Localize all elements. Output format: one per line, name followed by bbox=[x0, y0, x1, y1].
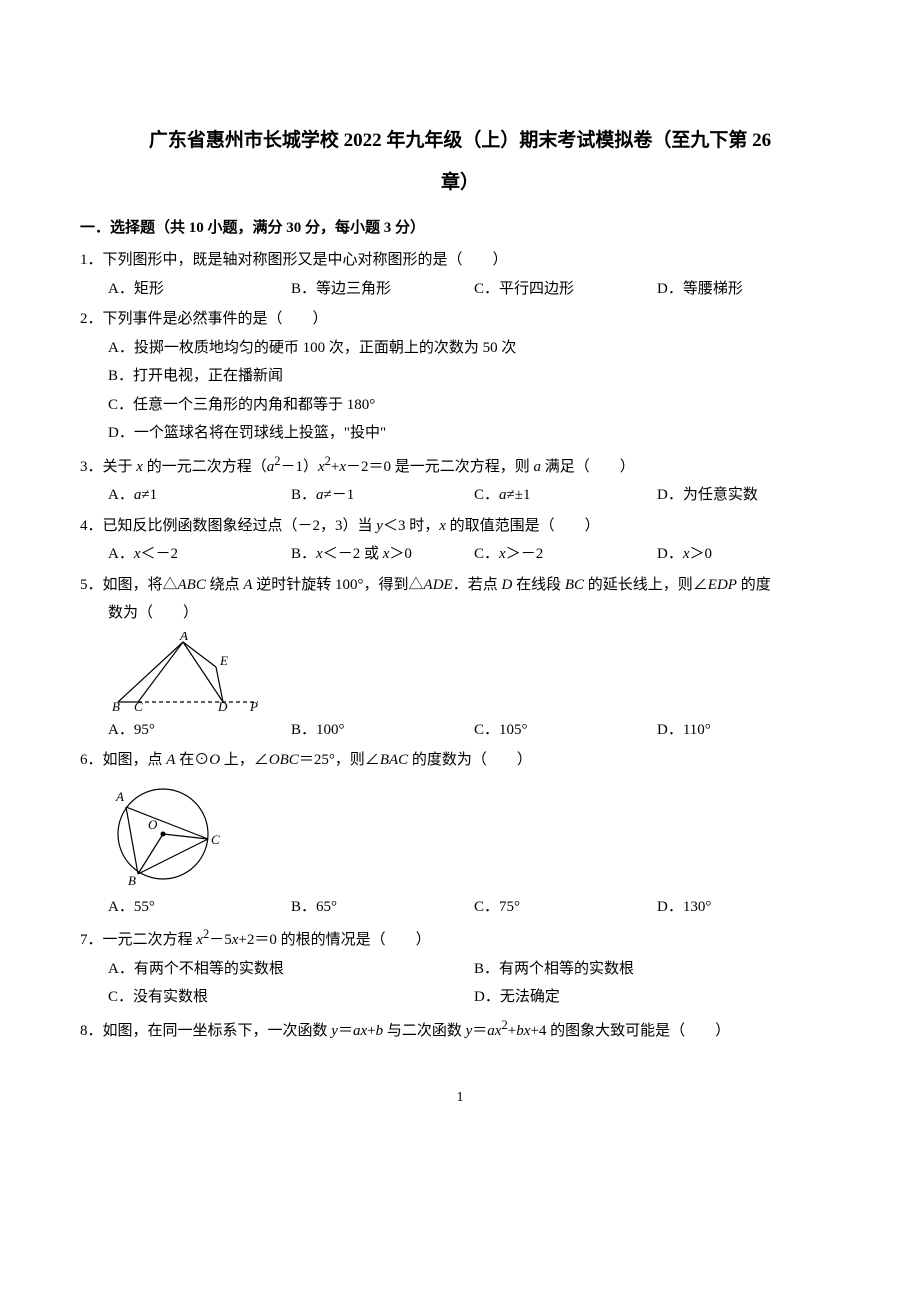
q5-opt-a: A．95° bbox=[108, 716, 291, 745]
question-4: 4．已知反比例函数图象经过点（－2，3）当 y＜3 时，x 的取值范围是（ ） … bbox=[80, 512, 840, 569]
question-7: 7．一元二次方程 x2－5x+2＝0 的根的情况是（ ） A．有两个不相等的实数… bbox=[80, 923, 840, 1012]
q7-text: 7．一元二次方程 x2－5x+2＝0 的根的情况是（ ） bbox=[80, 923, 840, 955]
q7-opt-a: A．有两个不相等的实数根 bbox=[108, 955, 474, 984]
svg-text:B: B bbox=[128, 873, 136, 888]
question-5: 5．如图，将△ABC 绕点 A 逆时针旋转 100°，得到△ADE．若点 D 在… bbox=[80, 571, 840, 745]
q5-continuation: 数为（ ） bbox=[80, 599, 840, 628]
svg-text:B: B bbox=[112, 699, 120, 712]
q7-opt-c: C．没有实数根 bbox=[108, 983, 474, 1012]
question-1: 1．下列图形中，既是轴对称图形又是中心对称图形的是（ ） A．矩形 B．等边三角… bbox=[80, 246, 840, 303]
svg-text:D: D bbox=[217, 699, 228, 712]
title-line-1: 广东省惠州市长城学校 2022 年九年级（上）期末考试模拟卷（至九下第 26 bbox=[149, 130, 771, 151]
q7-options: A．有两个不相等的实数根 B．有两个相等的实数根 C．没有实数根 D．无法确定 bbox=[80, 955, 840, 1012]
q6-opt-a: A．55° bbox=[108, 893, 291, 922]
svg-text:O: O bbox=[148, 817, 158, 832]
section-1-header: 一．选择题（共 10 小题，满分 30 分，每小题 3 分） bbox=[80, 214, 840, 243]
q4-opt-d: D．x＞0 bbox=[657, 540, 840, 569]
q6-options: A．55° B．65° C．75° D．130° bbox=[80, 893, 840, 922]
q3-opt-c: C．a≠±1 bbox=[474, 481, 657, 510]
q2-opt-d: D．一个篮球名将在罚球线上投篮，"投中" bbox=[80, 419, 840, 448]
question-6: 6．如图，点 A 在⊙O 上，∠OBC＝25°，则∠BAC 的度数为（ ） A … bbox=[80, 746, 840, 921]
svg-text:A: A bbox=[115, 789, 124, 804]
q2-text: 2．下列事件是必然事件的是（ ） bbox=[80, 305, 840, 334]
q3-opt-a: A．a≠1 bbox=[108, 481, 291, 510]
question-3: 3．关于 x 的一元二次方程（a2－1）x2+x－2＝0 是一元二次方程，则 a… bbox=[80, 450, 840, 510]
q7-opt-b: B．有两个相等的实数根 bbox=[474, 955, 840, 984]
q1-options: A．矩形 B．等边三角形 C．平行四边形 D．等腰梯形 bbox=[80, 275, 840, 304]
q4-opt-b: B．x＜－2 或 x＞0 bbox=[291, 540, 474, 569]
title-line-2: 章） bbox=[441, 172, 479, 193]
q8-text: 8．如图，在同一坐标系下，一次函数 y＝ax+b 与二次函数 y＝ax2+bx+… bbox=[80, 1014, 840, 1046]
q2-opt-c: C．任意一个三角形的内角和都等于 180° bbox=[80, 391, 840, 420]
q5-figure: A E B C D P bbox=[80, 632, 840, 712]
q5-text: 5．如图，将△ABC 绕点 A 逆时针旋转 100°，得到△ADE．若点 D 在… bbox=[80, 571, 840, 600]
q4-opt-a: A．x＜－2 bbox=[108, 540, 291, 569]
q4-text: 4．已知反比例函数图象经过点（－2，3）当 y＜3 时，x 的取值范围是（ ） bbox=[80, 512, 840, 541]
exam-title: 广东省惠州市长城学校 2022 年九年级（上）期末考试模拟卷（至九下第 26 章… bbox=[80, 120, 840, 204]
q5-opt-b: B．100° bbox=[291, 716, 474, 745]
svg-text:C: C bbox=[211, 832, 220, 847]
q6-opt-c: C．75° bbox=[474, 893, 657, 922]
q2-opt-a: A．投掷一枚质地均匀的硬币 100 次，正面朝上的次数为 50 次 bbox=[80, 334, 840, 363]
q1-opt-a: A．矩形 bbox=[108, 275, 291, 304]
page-number: 1 bbox=[80, 1085, 840, 1112]
q4-options: A．x＜－2 B．x＜－2 或 x＞0 C．x＞－2 D．x＞0 bbox=[80, 540, 840, 569]
svg-text:A: A bbox=[179, 632, 188, 643]
q5-opt-c: C．105° bbox=[474, 716, 657, 745]
q3-options: A．a≠1 B．a≠－1 C．a≠±1 D．为任意实数 bbox=[80, 481, 840, 510]
svg-text:C: C bbox=[134, 699, 143, 712]
svg-text:P: P bbox=[249, 699, 258, 712]
q6-figure: A O C B bbox=[80, 779, 840, 889]
q3-opt-d: D．为任意实数 bbox=[657, 481, 840, 510]
q1-opt-d: D．等腰梯形 bbox=[657, 275, 840, 304]
question-8: 8．如图，在同一坐标系下，一次函数 y＝ax+b 与二次函数 y＝ax2+bx+… bbox=[80, 1014, 840, 1046]
q3-text: 3．关于 x 的一元二次方程（a2－1）x2+x－2＝0 是一元二次方程，则 a… bbox=[80, 450, 840, 482]
q5-opt-d: D．110° bbox=[657, 716, 840, 745]
q3-opt-b: B．a≠－1 bbox=[291, 481, 474, 510]
q6-opt-b: B．65° bbox=[291, 893, 474, 922]
svg-text:E: E bbox=[219, 653, 228, 668]
q5-options: A．95° B．100° C．105° D．110° bbox=[80, 716, 840, 745]
q6-text: 6．如图，点 A 在⊙O 上，∠OBC＝25°，则∠BAC 的度数为（ ） bbox=[80, 746, 840, 775]
q4-opt-c: C．x＞－2 bbox=[474, 540, 657, 569]
q1-opt-c: C．平行四边形 bbox=[474, 275, 657, 304]
q2-opt-b: B．打开电视，正在播新闻 bbox=[80, 362, 840, 391]
q6-opt-d: D．130° bbox=[657, 893, 840, 922]
q1-text: 1．下列图形中，既是轴对称图形又是中心对称图形的是（ ） bbox=[80, 246, 840, 275]
q7-opt-d: D．无法确定 bbox=[474, 983, 840, 1012]
question-2: 2．下列事件是必然事件的是（ ） A．投掷一枚质地均匀的硬币 100 次，正面朝… bbox=[80, 305, 840, 448]
q1-opt-b: B．等边三角形 bbox=[291, 275, 474, 304]
